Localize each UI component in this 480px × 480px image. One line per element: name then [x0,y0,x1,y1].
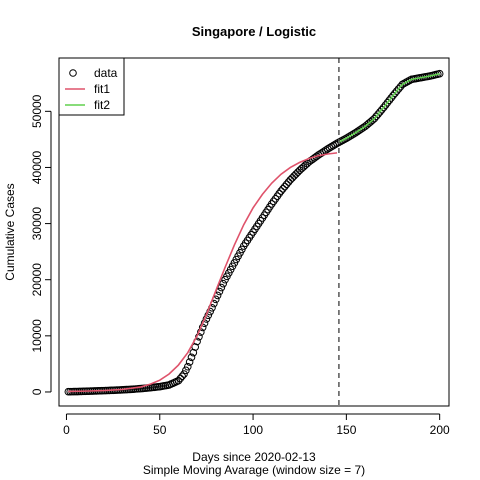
data-point [182,366,190,375]
fit2-line [338,72,440,143]
data-point [178,372,186,381]
data-point [389,91,397,100]
x-axis-label: Days since 2020-02-13 [192,450,316,464]
data-point [183,362,192,371]
data-point [357,125,366,133]
data-point [392,87,401,95]
data-point [327,142,336,151]
data-point [385,96,394,105]
legend-label-fit1: fit1 [94,82,110,96]
chart-title: Singapore / Logistic [192,24,316,39]
data-point [381,101,390,109]
data-point [370,114,379,123]
data-point [325,144,334,152]
plot-area [64,58,444,406]
data-point [348,131,356,139]
data-point [344,133,353,141]
data-point [374,110,382,118]
data-point [376,108,384,116]
data-point [176,374,185,383]
data-point [391,89,399,98]
y-tick-label: 40000 [30,150,44,184]
data-point [353,127,362,136]
data-point [187,353,196,362]
data-point [342,134,351,143]
data-point [379,103,388,112]
data-point [351,128,360,137]
fit1-line [68,152,338,393]
x-tick-label: 200 [430,423,450,437]
data-point [318,148,326,157]
data-point [346,132,354,140]
data-point [323,145,332,153]
data-point [282,180,291,189]
data-point [398,80,407,89]
y-tick-label: 50000 [30,94,44,128]
data-point [279,184,287,193]
legend-data-marker [69,69,77,77]
data-point [383,98,392,107]
data-point [277,187,285,195]
data-point [333,139,341,148]
data-point [288,174,297,182]
y-tick-label: 10000 [30,319,44,353]
legend-label-data: data [94,66,118,80]
x-tick-label: 0 [63,423,70,437]
data-point [322,146,330,154]
data-point [372,112,381,121]
data-point [394,85,403,93]
plot-frame [58,57,450,407]
data-point [355,126,364,134]
x-tick-label: 100 [243,423,263,437]
data-point [217,283,226,292]
data-point [387,94,395,102]
y-tick-label: 30000 [30,207,44,241]
y-axis-label: Cumulative Cases [3,183,17,280]
data-point [280,182,289,191]
data-point [284,178,293,186]
data-point [402,78,410,87]
x-tick-label: 50 [153,423,167,437]
x-tick-label: 150 [336,423,356,437]
legend-label-fit2: fit2 [94,98,110,112]
legend: data fit1 fit2 [58,57,125,116]
data-point [316,150,325,158]
data-point [174,376,183,385]
y-tick-label: 0 [30,388,44,395]
data-point [292,170,300,178]
y-tick-label: 20000 [30,263,44,297]
data-point [336,137,345,146]
data-point [219,279,228,288]
data-point [329,141,338,150]
data-point [180,370,188,378]
data-point [290,172,298,180]
data-point [331,140,339,149]
data-point [378,105,386,114]
data-point [340,135,349,144]
data-point [406,76,414,85]
data-point [185,358,194,366]
data-point [294,168,302,176]
x-axis-sublabel: Simple Moving Avarage (window size = 7) [143,463,365,477]
data-point [350,129,358,138]
